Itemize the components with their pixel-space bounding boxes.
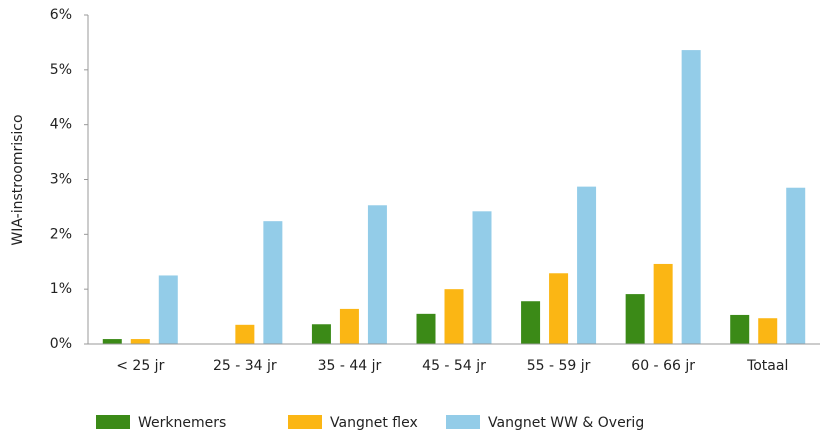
legend-label: Vangnet flex <box>330 415 418 431</box>
x-tick-label: Totaal <box>746 358 788 374</box>
x-tick-label: 35 - 44 jr <box>318 358 382 374</box>
bar <box>625 294 645 344</box>
bar <box>339 308 359 344</box>
legend-label: Vangnet WW & Overig <box>488 415 644 431</box>
bar <box>549 273 569 344</box>
bar <box>367 205 387 344</box>
bar <box>311 324 331 344</box>
y-tick-label: 1% <box>50 281 72 297</box>
x-tick-label: 55 - 59 jr <box>527 358 591 374</box>
bar <box>730 314 750 344</box>
bar <box>416 313 436 344</box>
bar <box>444 289 464 344</box>
y-axis-label: WIA-instroomrisico <box>10 114 26 245</box>
bar <box>577 186 597 344</box>
bar <box>653 263 673 344</box>
bar <box>102 339 122 344</box>
bar <box>521 301 541 344</box>
legend-swatch <box>288 415 322 429</box>
legend-swatch <box>446 415 480 429</box>
bar <box>235 324 255 344</box>
y-tick-label: 4% <box>50 117 72 133</box>
y-tick-label: 2% <box>50 226 72 242</box>
y-tick-label: 3% <box>50 172 72 188</box>
bar <box>758 318 778 344</box>
legend-swatch <box>96 415 130 429</box>
bar <box>158 275 178 344</box>
bar <box>681 50 701 345</box>
bar <box>472 211 492 344</box>
bar <box>786 187 806 344</box>
bar <box>263 221 283 344</box>
x-tick-label: 25 - 34 jr <box>213 358 277 374</box>
x-tick-label: 45 - 54 jr <box>422 358 486 374</box>
bar <box>130 339 150 344</box>
y-tick-label: 5% <box>50 62 72 78</box>
x-tick-label: < 25 jr <box>116 358 164 374</box>
x-tick-label: 60 - 66 jr <box>631 358 695 374</box>
legend-label: Werknemers <box>138 415 226 431</box>
y-tick-label: 0% <box>50 336 72 352</box>
y-tick-label: 6% <box>50 7 72 23</box>
